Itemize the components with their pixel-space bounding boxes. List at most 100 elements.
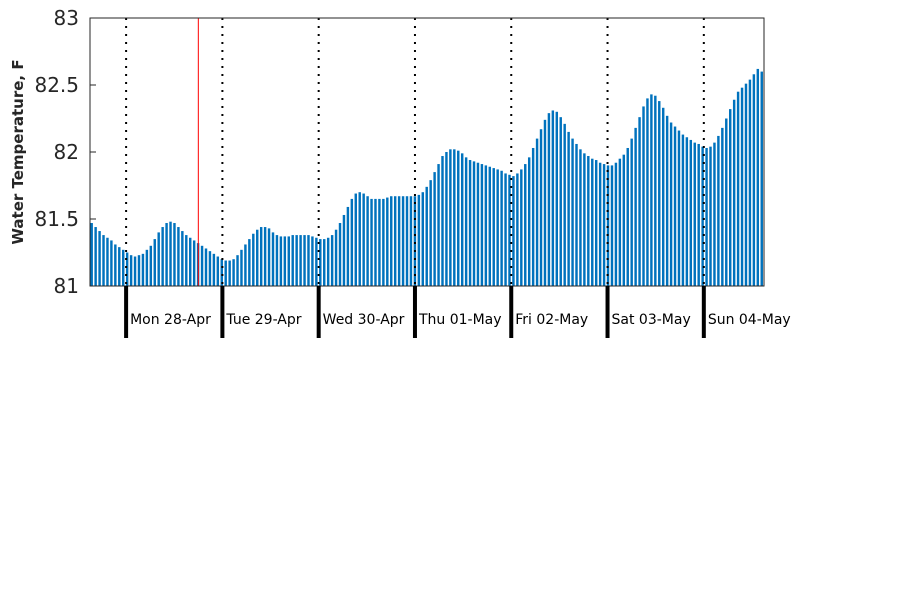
- bar: [283, 236, 287, 286]
- bar: [110, 240, 113, 286]
- bar: [504, 173, 507, 286]
- bar: [204, 248, 208, 286]
- bar: [90, 223, 93, 286]
- bar: [429, 180, 432, 286]
- bar: [216, 256, 220, 286]
- bar: [705, 147, 708, 286]
- bar: [102, 235, 105, 286]
- bar: [397, 196, 401, 286]
- bar: [181, 231, 184, 286]
- bar: [527, 157, 531, 286]
- bar: [386, 197, 389, 286]
- bar: [681, 134, 685, 286]
- bar: [630, 138, 633, 286]
- bar: [744, 83, 748, 286]
- bar: [252, 233, 255, 286]
- bar: [492, 168, 495, 286]
- bar: [610, 165, 614, 286]
- bar: [421, 192, 424, 286]
- bar: [736, 91, 740, 286]
- bar: [725, 118, 728, 286]
- bar: [740, 87, 744, 287]
- bar: [177, 227, 180, 286]
- bars-layer: [90, 68, 763, 287]
- bar: [677, 130, 681, 286]
- bar: [693, 142, 696, 286]
- bar: [701, 146, 704, 286]
- bar: [661, 107, 665, 286]
- bar: [685, 137, 689, 286]
- bar: [598, 162, 602, 286]
- bar: [575, 143, 578, 286]
- bar: [157, 232, 160, 286]
- bar: [165, 223, 168, 286]
- bar: [366, 196, 369, 286]
- bar: [393, 196, 397, 286]
- day-label: Mon 28-Apr: [130, 312, 211, 328]
- bar: [571, 138, 574, 286]
- bar: [378, 198, 381, 286]
- bar: [145, 249, 149, 286]
- bar: [476, 162, 480, 286]
- bar: [441, 156, 444, 286]
- bar: [721, 127, 724, 286]
- bar: [228, 260, 231, 286]
- y-tick-label: 81: [54, 274, 79, 298]
- bar: [125, 252, 129, 286]
- bar: [618, 158, 622, 286]
- bar: [236, 255, 239, 286]
- bar: [638, 117, 641, 286]
- bar: [334, 229, 338, 286]
- bar: [453, 149, 456, 286]
- bar: [129, 255, 133, 286]
- bar: [382, 198, 385, 286]
- bar: [425, 186, 428, 286]
- bar: [141, 253, 145, 286]
- bar: [717, 135, 720, 286]
- bar: [263, 227, 267, 286]
- bar: [563, 123, 566, 286]
- bar: [315, 237, 318, 286]
- bar: [606, 165, 610, 286]
- bar: [460, 153, 464, 286]
- bar: [169, 221, 172, 286]
- bar: [594, 160, 598, 286]
- bar: [279, 236, 283, 286]
- bar: [287, 236, 290, 286]
- bar: [161, 227, 164, 286]
- bar: [488, 166, 492, 286]
- bar: [559, 117, 562, 286]
- bar: [405, 196, 409, 286]
- bar: [713, 142, 716, 286]
- bar: [634, 127, 637, 286]
- bar: [697, 143, 700, 286]
- bar: [457, 150, 460, 286]
- bar: [338, 223, 342, 286]
- bar: [358, 192, 361, 286]
- bar: [342, 214, 346, 286]
- bar: [646, 98, 649, 287]
- bar: [665, 115, 669, 286]
- bar: [484, 165, 488, 286]
- bar: [244, 244, 247, 286]
- bar: [94, 227, 97, 286]
- bar: [709, 146, 712, 286]
- y-tick-label: 82: [54, 140, 79, 164]
- bar: [480, 164, 484, 286]
- bar: [98, 231, 101, 286]
- bar: [729, 109, 732, 287]
- bar: [658, 101, 661, 286]
- bar: [137, 255, 141, 286]
- bar: [614, 162, 618, 286]
- bar: [547, 113, 551, 286]
- y-tick-label: 81.5: [34, 207, 79, 231]
- bar: [543, 119, 547, 286]
- bar: [106, 237, 109, 286]
- day-label: Tue 29-Apr: [225, 312, 301, 328]
- bar: [122, 249, 125, 286]
- day-label: Thu 01-May: [418, 312, 502, 328]
- bar: [307, 235, 310, 286]
- bar: [323, 239, 326, 286]
- bar: [256, 229, 259, 286]
- bar: [579, 149, 582, 286]
